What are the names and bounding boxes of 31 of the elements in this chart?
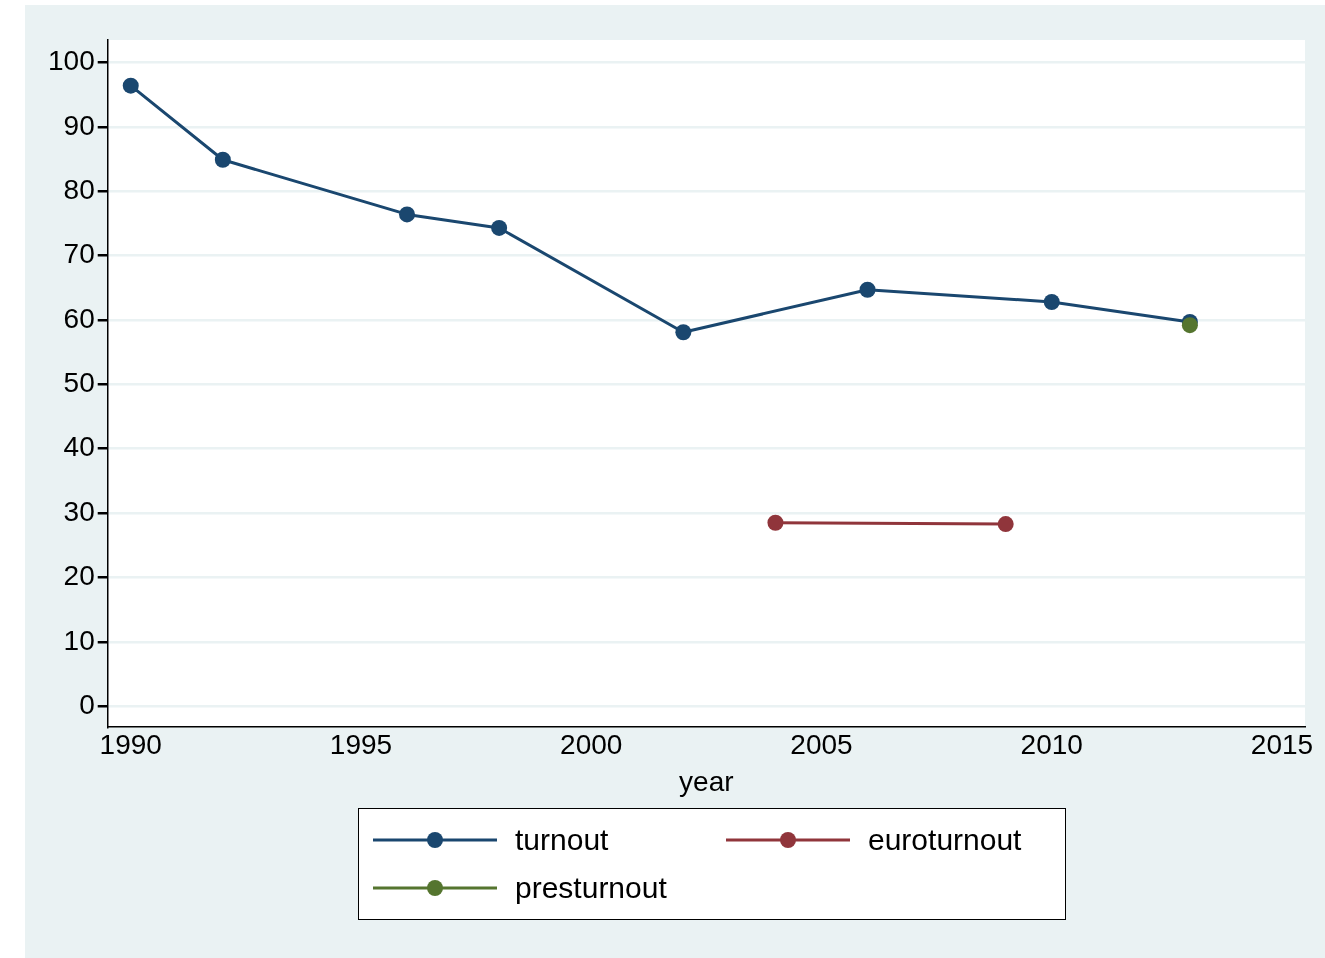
y-tick-label: 50	[63, 367, 95, 399]
point	[767, 514, 784, 531]
y-tick-label: 100	[48, 45, 95, 77]
x-tick-label: 2005	[790, 729, 853, 761]
y-tick-label: 40	[63, 431, 95, 463]
y-tick-label: 70	[63, 238, 95, 270]
y-tick-label: 0	[79, 688, 95, 720]
point	[399, 206, 416, 223]
point	[1043, 293, 1060, 310]
point	[214, 151, 231, 168]
y-tick-label: 90	[63, 109, 95, 141]
point	[1181, 317, 1198, 334]
x-tick-label: 2010	[1020, 729, 1083, 761]
y-tick-label: 60	[63, 302, 95, 334]
point	[122, 77, 139, 94]
x-axis-title: year	[679, 765, 734, 797]
y-tick-label: 30	[63, 495, 95, 527]
point	[491, 219, 508, 236]
x-tick-label: 1995	[329, 729, 393, 761]
legend-label: turnout	[515, 823, 609, 857]
legend-label: euroturnout	[868, 823, 1022, 857]
x-tick-label: 2015	[1250, 729, 1314, 761]
point	[859, 281, 876, 298]
x-tick-label: 2000	[560, 729, 623, 761]
point	[997, 516, 1014, 533]
y-tick-label: 20	[63, 560, 95, 592]
x-tick-label: 1990	[99, 729, 162, 761]
y-tick-label: 80	[63, 173, 95, 205]
point	[675, 324, 692, 341]
legend-label: presturnout	[515, 871, 667, 905]
y-tick-label: 10	[63, 624, 95, 656]
